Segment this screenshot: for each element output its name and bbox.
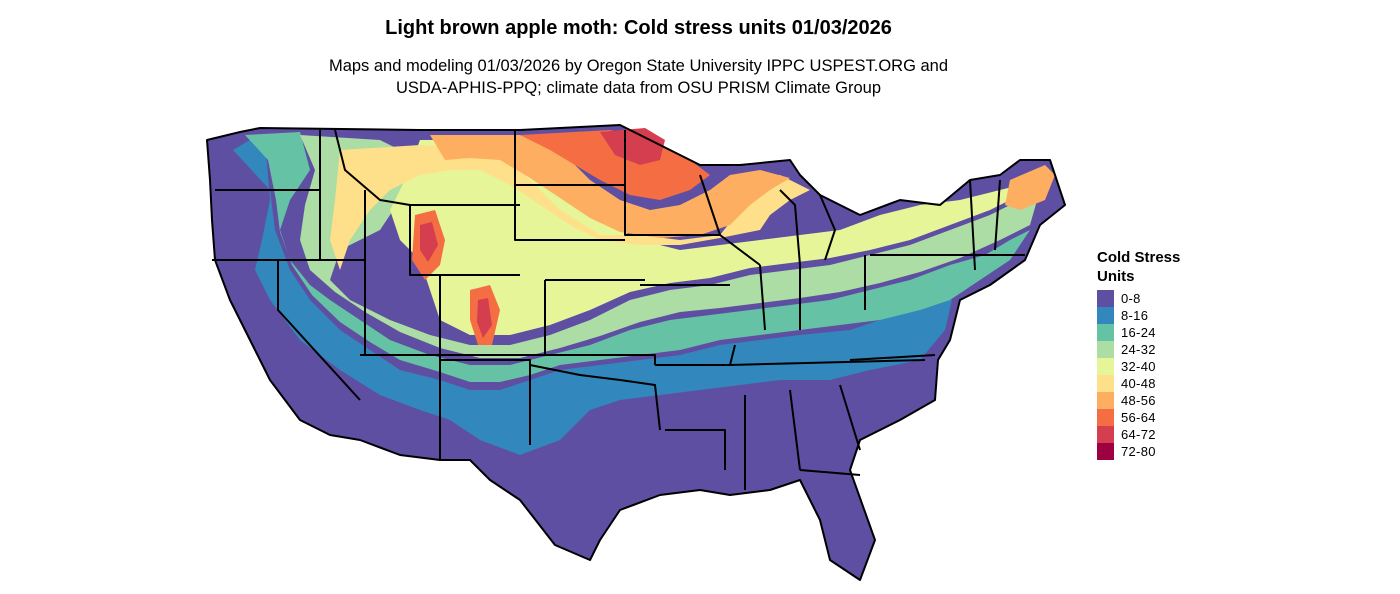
zone-16-24 (245, 132, 1030, 382)
legend-item: 8-16 (1097, 307, 1207, 324)
legend-label: 32-40 (1121, 359, 1156, 374)
border-new-england (965, 179, 1025, 271)
legend-swatch (1097, 341, 1114, 358)
map-subtitle: Maps and modeling 01/03/2026 by Oregon S… (0, 55, 1277, 99)
legend-swatch (1097, 307, 1114, 324)
legend-label: 40-48 (1121, 376, 1156, 391)
border-wi-il (699, 174, 761, 266)
legend-swatch (1097, 290, 1114, 307)
legend: Cold Stress Units 0-8 8-16 16-24 24-32 32-40… (1097, 248, 1207, 460)
zone-8-16 (233, 140, 952, 455)
legend-label: 48-56 (1121, 393, 1156, 408)
border-il-in (759, 264, 766, 331)
legend-swatch (1097, 324, 1114, 341)
legend-item: 0-8 (1097, 290, 1207, 307)
legend-label: 64-72 (1121, 427, 1156, 442)
subtitle-line-1: Maps and modeling 01/03/2026 by Oregon S… (328, 57, 949, 75)
zone-64-72 (600, 128, 665, 165)
legend-swatch (1097, 426, 1114, 443)
zone-40-48 (330, 145, 810, 270)
legend-title-line-1: Cold Stress (1097, 249, 1181, 266)
legend-items: 0-8 8-16 16-24 24-32 32-40 40-48 48-56 56-64 64-… (1097, 290, 1207, 460)
border-va-nc (849, 354, 936, 361)
subtitle-line-2: USDA-APHIS-PPQ; climate data from OSU PR… (395, 79, 882, 97)
legend-swatch (1097, 409, 1114, 426)
legend-swatch (1097, 375, 1114, 392)
border-az-nm (360, 354, 441, 460)
border-ks-ok (530, 354, 656, 365)
us-cold-stress-map (206, 124, 1066, 581)
border-ga-fl (799, 469, 861, 476)
legend-item: 16-24 (1097, 324, 1207, 341)
legend-label: 0-8 (1121, 291, 1141, 306)
border-tn-ms-al-ga (744, 384, 861, 490)
border-ok-tx (529, 364, 661, 431)
legend-label: 72-80 (1121, 444, 1156, 459)
border-ar-la (665, 429, 726, 470)
legend-label: 8-16 (1121, 308, 1149, 323)
legend-item: 32-40 (1097, 358, 1207, 375)
state-borders (206, 124, 1066, 581)
border-wy (409, 205, 520, 276)
border-ky-tn (729, 359, 926, 366)
map-title: Light brown apple moth: Cold stress unit… (385, 17, 892, 39)
border-nd-sd (514, 130, 625, 241)
legend-item: 64-72 (1097, 426, 1207, 443)
border-ca-nv (277, 260, 361, 401)
legend-swatch (1097, 443, 1114, 460)
border-nm-tx (440, 359, 531, 445)
legend-swatch (1097, 392, 1114, 409)
zone-64-72-colorado (477, 298, 492, 338)
legend-label: 24-32 (1121, 342, 1156, 357)
border-id-mt (334, 129, 411, 206)
legend-item: 48-56 (1097, 392, 1207, 409)
zone-48-56 (430, 135, 790, 238)
country-outline (206, 124, 1066, 581)
legend-item: 40-48 (1097, 375, 1207, 392)
border-mn-ia (624, 130, 720, 236)
legend-label: 16-24 (1121, 325, 1156, 340)
climate-zones (207, 125, 1065, 580)
zone-64-72-wyoming (420, 222, 438, 262)
legend-label: 56-64 (1121, 410, 1156, 425)
legend-item: 72-80 (1097, 443, 1207, 460)
legend-title: Cold Stress Units (1097, 248, 1207, 286)
legend-title-line-2: Units (1097, 268, 1135, 285)
border-michigan (779, 189, 836, 266)
legend-swatch (1097, 358, 1114, 375)
legend-item: 56-64 (1097, 409, 1207, 426)
zone-48-56-northeast (1005, 165, 1055, 210)
legend-item: 24-32 (1097, 341, 1207, 358)
